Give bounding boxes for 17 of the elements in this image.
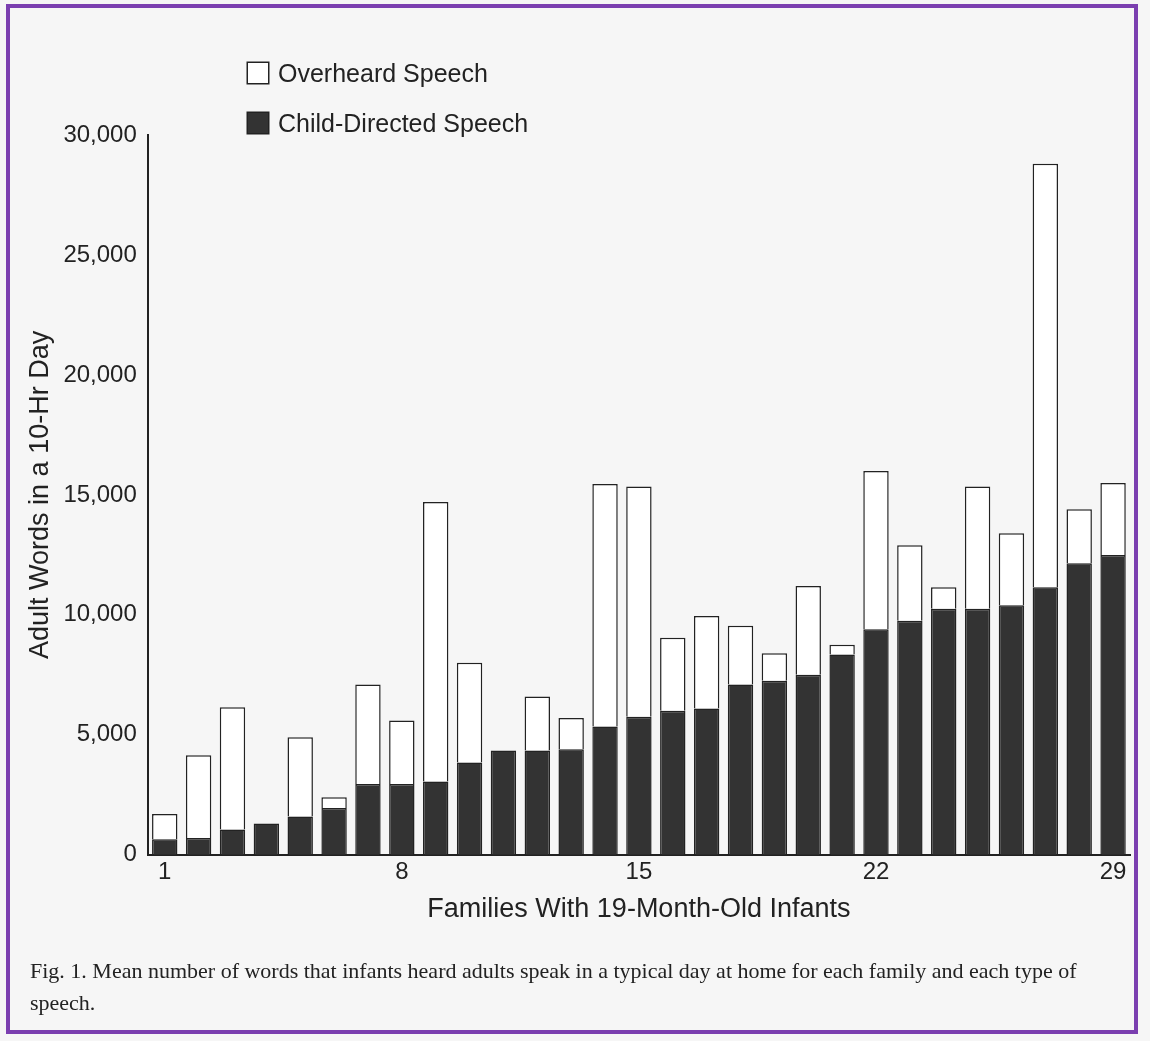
x-tick-label: 1	[158, 856, 172, 884]
legend-label: Child-Directed Speech	[278, 108, 529, 138]
y-tick-label: 30,000	[63, 119, 137, 147]
y-axis-title: Adult Words in a 10-Hr Day	[23, 330, 54, 659]
y-tick-label: 0	[123, 839, 137, 867]
y-tick-label: 5,000	[76, 719, 137, 747]
caption: Fig. 1. Mean number of words that infants heard adults speak in a typical day at home for each family and each type of speech.	[30, 957, 1078, 1017]
legend-label: Overheard Speech	[278, 58, 488, 88]
x-tick-label: 15	[625, 856, 653, 884]
y-tick-label: 25,000	[63, 239, 137, 267]
x-tick-label: 8	[395, 856, 409, 884]
x-axis-title: Families With 19-Month-Old Infants	[427, 893, 851, 924]
y-tick-label: 10,000	[63, 599, 137, 627]
y-tick-label: 20,000	[63, 359, 137, 387]
x-tick-label: 22	[862, 856, 890, 884]
y-tick-label: 15,000	[63, 479, 137, 507]
x-tick-label: 29	[1099, 856, 1127, 884]
